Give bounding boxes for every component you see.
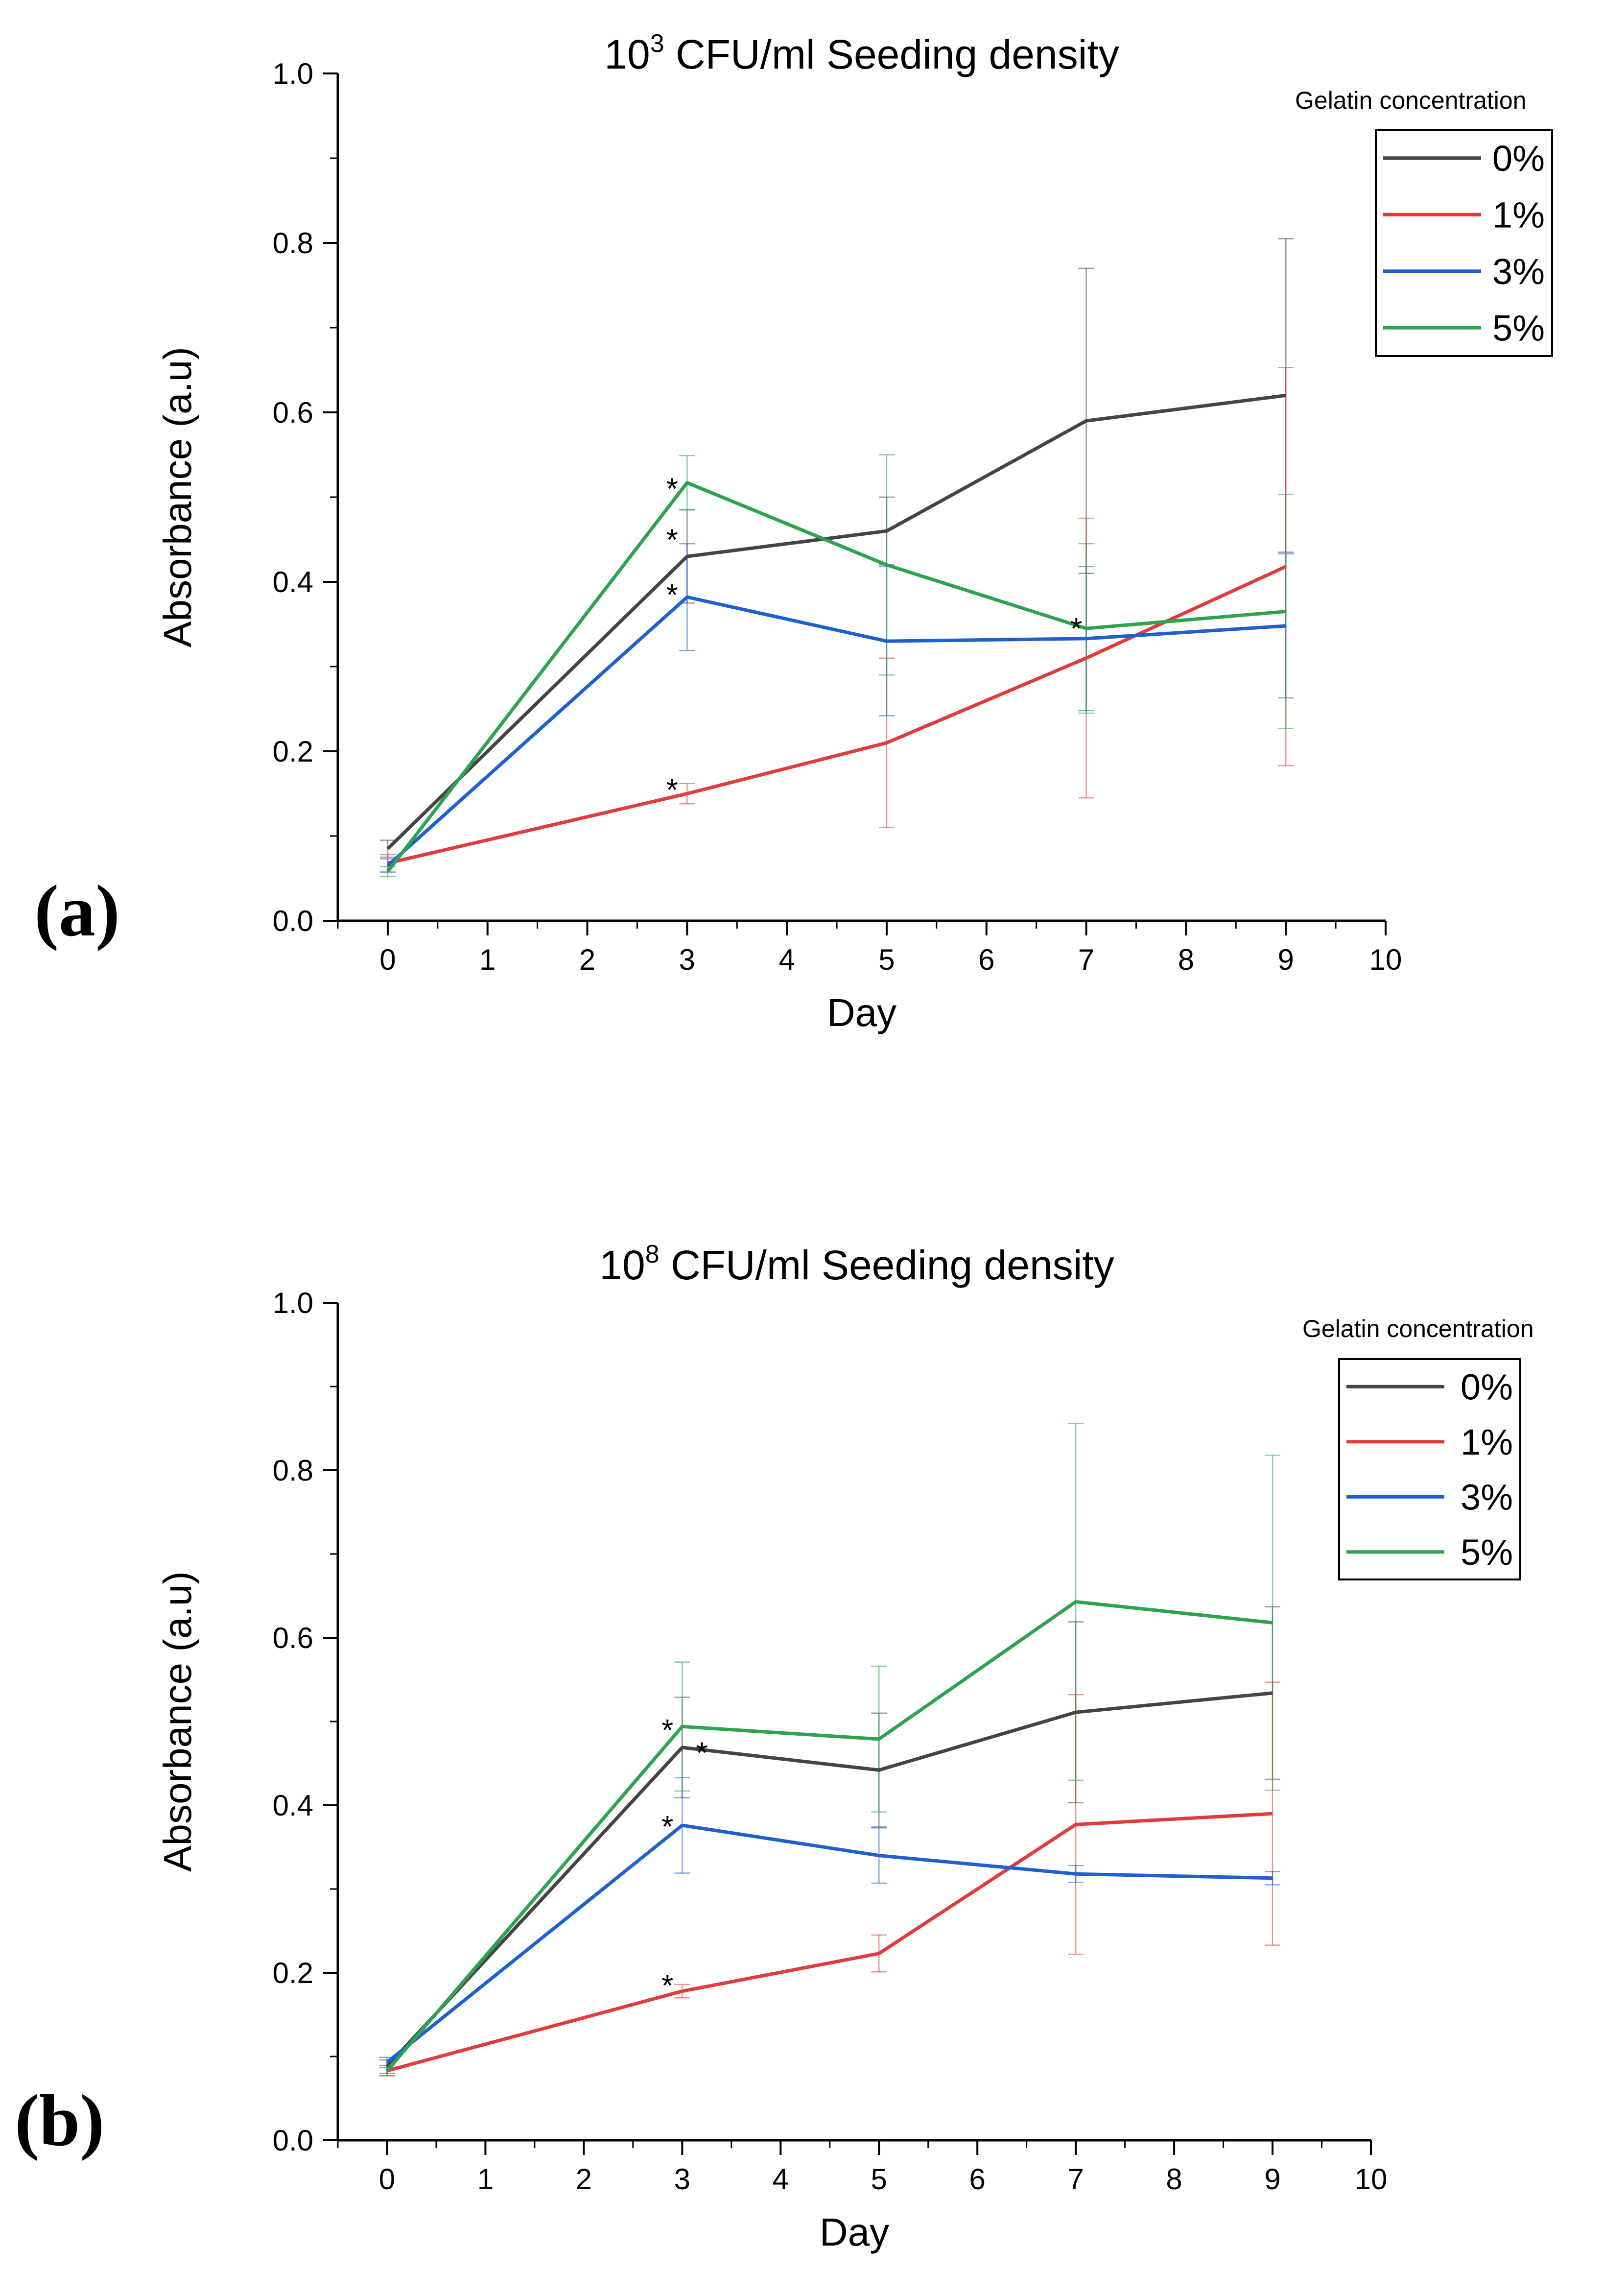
- y-tick-label: 0.6: [273, 1622, 313, 1654]
- x-tick-label: 8: [1166, 2163, 1182, 2196]
- legend-label: 0%: [1492, 138, 1545, 179]
- y-tick-label: 0.8: [273, 1454, 313, 1487]
- series-line-5pct: [385, 1600, 1273, 2072]
- y-tick-label: 0.0: [273, 905, 313, 937]
- x-tick-label: 3: [679, 943, 695, 976]
- y-tick-label: 0.6: [273, 396, 313, 429]
- series-line-0pct: [386, 393, 1286, 850]
- x-tick-label: 7: [1078, 943, 1094, 976]
- x-tick-label: 6: [969, 2163, 986, 2196]
- panel-label: (a): [34, 870, 120, 952]
- y-tick-label: 1.0: [273, 57, 313, 90]
- series-line-3pct: [386, 595, 1286, 867]
- legend-label: 1%: [1492, 194, 1545, 235]
- series-line-1pct: [386, 1812, 1273, 2073]
- series-0pct: [379, 238, 1294, 858]
- x-tick-label: 2: [579, 943, 595, 976]
- x-tick-label: 3: [674, 2163, 690, 2196]
- series-5pct: [379, 1422, 1281, 2077]
- series-line-3pct: [386, 1823, 1273, 2064]
- x-tick-label: 1: [477, 2163, 494, 2196]
- significance-star: *: [661, 1969, 673, 2003]
- series-line-5pct: [386, 481, 1286, 873]
- y-tick-label: 0.2: [273, 735, 313, 768]
- x-tick-label: 9: [1264, 2163, 1280, 2196]
- title-superscript: 8: [645, 1240, 660, 1268]
- title-superscript: 3: [650, 29, 664, 58]
- series-5pct: [379, 454, 1294, 878]
- x-tick-label: 4: [773, 2163, 789, 2196]
- significance-star: *: [661, 1810, 673, 1844]
- title-base: 10: [604, 31, 650, 77]
- legend-label: 3%: [1492, 251, 1545, 292]
- legend-label: 5%: [1492, 308, 1545, 348]
- legend-label: 0%: [1461, 1366, 1513, 1407]
- y-tick-label: 0.2: [273, 1957, 313, 1989]
- title-rest: CFU/ml Seeding density: [664, 31, 1119, 77]
- title-rest: CFU/ml Seeding density: [660, 1242, 1114, 1288]
- x-tick-label: 4: [778, 943, 795, 976]
- significance-star: *: [1070, 612, 1082, 646]
- x-tick-label: 5: [871, 2163, 887, 2196]
- legend-label: 5%: [1461, 1532, 1513, 1573]
- y-axis-label: Absorbance (a.u): [156, 347, 199, 647]
- series-3pct: [379, 543, 1294, 873]
- significance-star: *: [666, 578, 678, 612]
- legend-label: 3%: [1461, 1477, 1513, 1517]
- significance-star: *: [666, 524, 678, 557]
- series-line-0pct: [385, 1691, 1273, 2068]
- y-tick-label: 0.8: [273, 227, 313, 260]
- significance-star: *: [661, 1714, 673, 1747]
- x-tick-label: 10: [1355, 2163, 1388, 2196]
- x-tick-label: 9: [1278, 943, 1294, 976]
- y-axis-label: Absorbance (a.u): [156, 1571, 199, 1872]
- title-base: 10: [599, 1242, 645, 1288]
- x-tick-label: 2: [576, 2163, 592, 2196]
- legend-box: [1338, 1358, 1521, 1580]
- x-tick-label: 1: [479, 943, 495, 976]
- x-tick-label: 10: [1369, 943, 1402, 976]
- significance-star: *: [666, 773, 678, 807]
- x-tick-label: 6: [978, 943, 994, 976]
- y-tick-label: 0.0: [273, 2124, 313, 2157]
- series-0pct: [379, 1606, 1281, 2074]
- y-tick-label: 0.4: [273, 1789, 313, 1822]
- significance-star: *: [696, 1736, 707, 1770]
- legend-box: [1375, 129, 1553, 357]
- legend-title: Gelatin concentration: [1295, 87, 1527, 114]
- x-tick-label: 7: [1067, 2163, 1084, 2196]
- y-tick-label: 0.4: [273, 566, 313, 598]
- chart-title: 103 CFU/ml Seeding density: [604, 29, 1119, 77]
- legend-label: 1%: [1461, 1422, 1513, 1462]
- series-line-1pct: [387, 565, 1287, 865]
- x-tick-label: 0: [379, 2163, 395, 2196]
- x-tick-label: 0: [379, 943, 396, 976]
- significance-star: *: [666, 473, 678, 506]
- legend-title: Gelatin concentration: [1302, 1315, 1534, 1342]
- panel-label: (b): [15, 2080, 104, 2161]
- x-axis-label: Day: [820, 2210, 889, 2254]
- x-axis-label: Day: [827, 991, 896, 1034]
- chart-title: 108 CFU/ml Seeding density: [599, 1240, 1114, 1288]
- x-tick-label: 5: [878, 943, 895, 976]
- series-1pct: [379, 1681, 1281, 2077]
- series-1pct: [379, 367, 1294, 872]
- x-tick-label: 8: [1178, 943, 1194, 976]
- y-tick-label: 1.0: [273, 1287, 313, 1319]
